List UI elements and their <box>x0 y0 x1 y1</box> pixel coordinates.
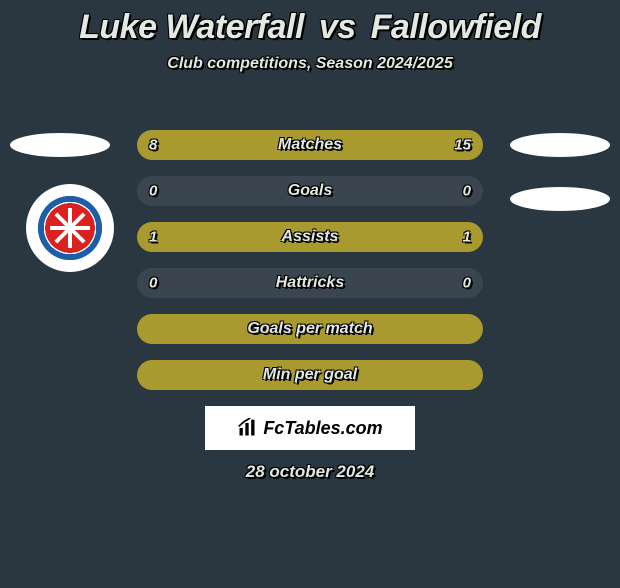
stat-label: Hattricks <box>137 274 483 292</box>
stat-row: Goals0 0 <box>137 176 483 206</box>
club-badge-icon <box>38 196 102 260</box>
subtitle: Club competitions, Season 2024/2025 <box>0 55 620 73</box>
stat-value-right: 0 <box>463 275 471 292</box>
stat-row: Matches8 15 <box>137 130 483 160</box>
stat-row: Goals per match <box>137 314 483 344</box>
stat-value-left: 0 <box>149 275 157 292</box>
stat-value-right: 15 <box>454 137 471 154</box>
title-vs: vs <box>319 8 356 46</box>
avatar-placeholder-left <box>10 133 110 157</box>
brand-footer: FcTables.com <box>205 406 415 450</box>
footer-date: 28 october 2024 <box>0 462 620 482</box>
stat-label: Assists <box>137 228 483 246</box>
stat-row: Min per goal <box>137 360 483 390</box>
stat-row: Hattricks0 0 <box>137 268 483 298</box>
brand-label: FcTables.com <box>263 418 382 439</box>
stat-row: Assists1 1 <box>137 222 483 252</box>
stat-label: Goals <box>137 182 483 200</box>
title-player-right: Fallowfield <box>371 8 541 46</box>
page-title: Luke Waterfall vs Fallowfield <box>0 8 620 47</box>
stat-value-left: 0 <box>149 183 157 200</box>
chart-icon <box>237 418 257 438</box>
stat-value-right: 1 <box>463 229 471 246</box>
stat-value-left: 1 <box>149 229 157 246</box>
club-badge-placeholder-right <box>510 187 610 211</box>
stat-value-right: 0 <box>463 183 471 200</box>
stat-label: Goals per match <box>137 320 483 338</box>
stat-label: Matches <box>137 136 483 154</box>
title-player-left: Luke Waterfall <box>79 8 304 46</box>
stat-label: Min per goal <box>137 366 483 384</box>
avatar-placeholder-right <box>510 133 610 157</box>
stats-table: Matches815Goals00Assists11Hattricks00Goa… <box>137 130 483 406</box>
club-badge-left <box>26 184 114 272</box>
stat-value-left: 8 <box>149 137 157 154</box>
